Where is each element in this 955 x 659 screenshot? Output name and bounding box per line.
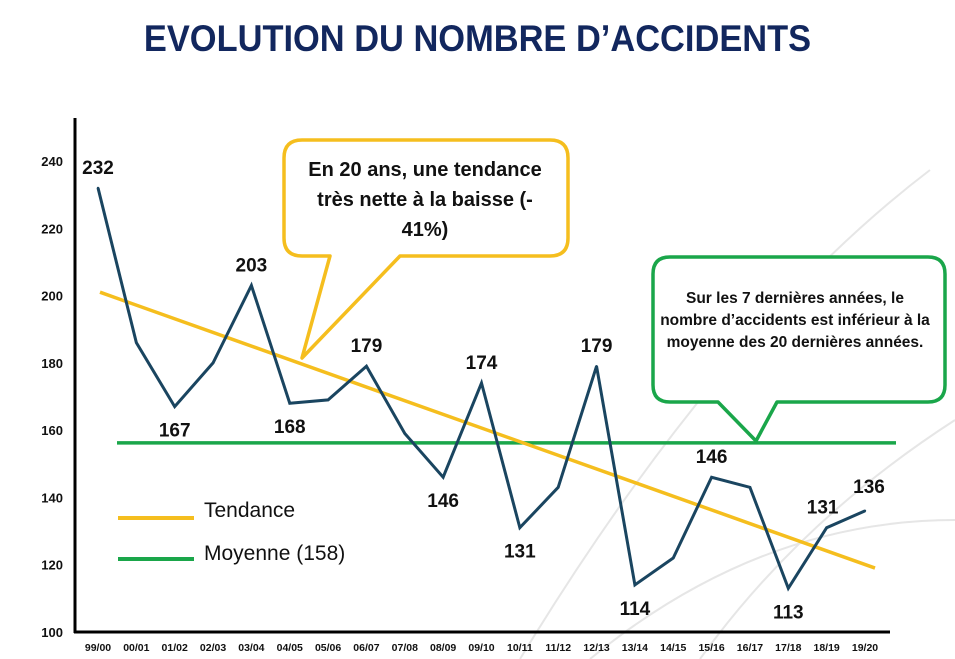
legend-label-mean: Moyenne (158) [204,542,345,565]
data-label: 113 [773,602,804,623]
background-swoosh-2 [589,519,955,659]
data-point [787,587,790,590]
x-tick-label: 00/01 [123,642,149,654]
data-point [326,398,330,402]
data-label: 168 [274,417,306,438]
data-label: 232 [82,158,114,179]
data-point [250,284,253,287]
legend-label-trend: Tendance [204,499,295,522]
data-point [480,381,483,385]
data-point [672,556,675,560]
chart-title: EVOLUTION DU NOMBRE D’ACCIDENTS [143,18,812,59]
data-point [595,365,598,368]
data-point [288,402,291,405]
y-tick-label: 140 [41,490,63,505]
y-tick-label: 160 [41,423,63,438]
legend: Tendance Moyenne (158) [118,499,345,565]
x-tick-label: 06/07 [353,642,379,654]
x-tick-label: 11/12 [545,642,571,654]
x-tick-label: 01/02 [162,642,188,654]
data-point [96,186,100,190]
data-label: 179 [351,336,383,357]
x-tick-label: 17/18 [775,642,801,654]
data-point [365,365,368,368]
x-tick-label: 03/04 [238,642,264,654]
series-group [96,186,867,592]
x-tick-label: 18/19 [814,642,840,654]
axes [73,118,890,634]
y-tick-label: 240 [41,154,63,169]
data-point [557,486,560,489]
data-point [518,526,522,529]
y-tick-label: 200 [41,289,63,304]
data-label: 131 [807,498,839,519]
data-label: 146 [696,447,728,468]
data-point [135,341,138,344]
callout-trend-bubble [282,138,570,360]
data-point [173,405,176,408]
y-tick-label: 120 [41,558,63,573]
y-tick-label: 100 [41,625,63,640]
x-tick-label: 13/14 [622,642,648,654]
data-point [748,486,752,489]
data-label: 203 [236,255,268,276]
data-label: 146 [427,491,459,512]
y-tick-label: 220 [41,221,63,236]
data-point [825,526,828,529]
x-tick-label: 07/08 [392,642,418,654]
x-tick-label: 08/09 [430,642,456,654]
data-point [863,509,867,513]
data-label: 167 [159,421,191,442]
data-label: 131 [504,542,536,563]
x-tick-label: 16/17 [737,642,763,654]
x-tick-label: 04/05 [277,642,303,654]
data-label: 174 [466,353,498,374]
x-tick-label: 99/00 [85,642,111,654]
data-label: 114 [620,599,651,620]
callout-mean-bubble [651,255,947,443]
data-label: 136 [853,477,885,498]
y-tick-label: 180 [41,356,63,371]
data-point [633,583,637,587]
callout-trend-text: En 20 ans, une tendance très nette à la … [308,159,542,241]
trend-line [99,290,876,570]
x-tick-label: 09/10 [468,642,494,654]
trend-line-group [99,290,876,570]
data-point [403,432,406,435]
x-tick-label: 12/13 [583,642,609,654]
x-axis-ticks: 99/00 00/01 01/02 02/03 03/04 04/05 05/06 06/07… [85,642,878,654]
data-point [441,476,445,479]
x-tick-label: 19/20 [852,642,878,654]
x-tick-label: 10/11 [507,642,533,654]
data-point [211,361,215,365]
callout-shapes [282,138,947,443]
data-point [710,476,713,479]
x-tick-label: 14/15 [660,642,686,654]
y-axis-ticks: 100 120 140 160 180 200 220 240 [41,154,63,640]
data-labels: 232 167 203 168 179 146 174 131 179 114 146 113 131 1… [82,158,885,623]
callout-mean-text: Sur les 7 dernières années, le nombre d’… [660,290,930,351]
x-tick-label: 15/16 [698,642,724,654]
background-swoosh-1 [699,419,955,659]
x-tick-label: 02/03 [200,642,226,654]
data-label: 179 [581,336,613,357]
x-tick-label: 05/06 [315,642,341,654]
